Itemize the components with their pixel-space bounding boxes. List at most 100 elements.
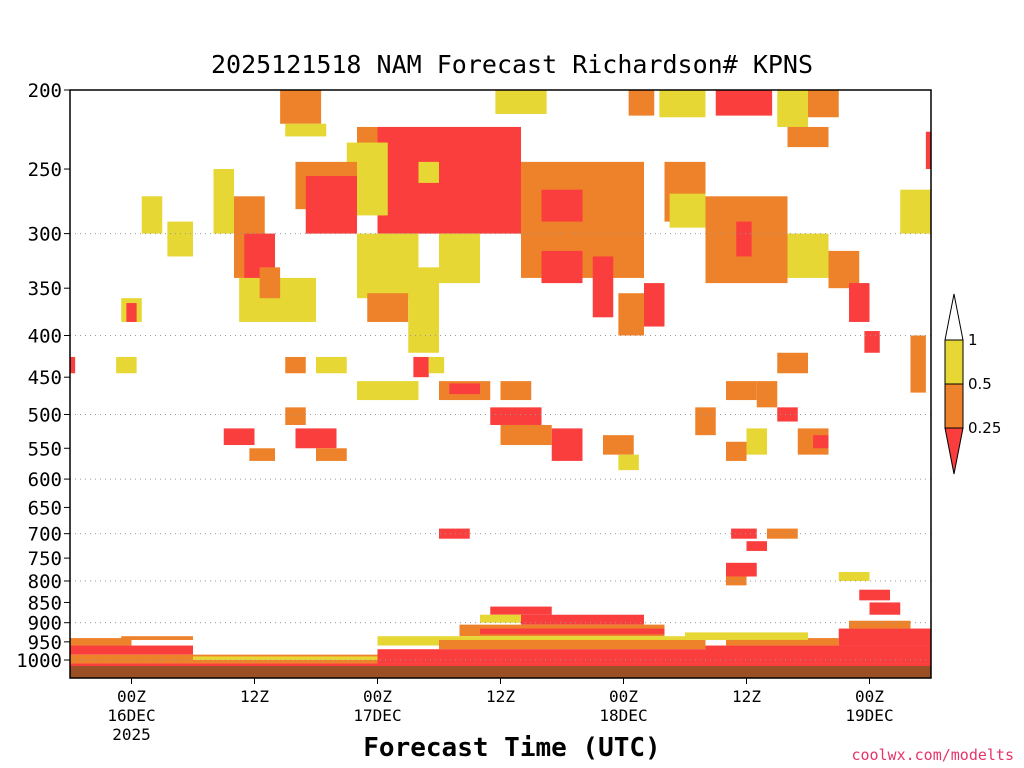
ri-cell-red [705,645,931,664]
credit-link[interactable]: coolwx.com/modelts [851,746,1014,764]
ri-cell-orange [618,293,644,336]
ri-cell-yellow [746,428,767,455]
ri-cell-red [551,428,583,461]
ri-cell-red [126,303,137,322]
legend-bin-yellow [944,339,964,385]
x-tick-label: 00Z [117,687,146,706]
ri-cell-red [736,221,752,257]
ri-cell-red [295,428,337,449]
ri-cell-yellow [495,90,547,114]
ri-cell-red [305,176,357,234]
y-tick-label: 350 [28,278,62,300]
ri-cell-orange [787,126,829,148]
ri-cell-red [592,256,614,318]
ri-cell-orange [500,381,532,401]
ri-cell-red [377,649,726,664]
x-axis-label: Forecast Time (UTC) [363,733,661,763]
legend-arrow-top [944,293,964,341]
ri-cell-red [715,90,773,116]
ri-cell-red [70,663,931,666]
ri-cell-red [849,283,870,322]
ground-surface [70,666,931,678]
ri-cell-orange [259,267,281,299]
ri-cell-yellow [428,356,445,374]
ri-cell-yellow [618,454,639,471]
ri-cell-yellow [193,656,378,660]
ri-cell-yellow [418,161,439,183]
ri-cell-yellow [669,193,706,228]
ri-cell-yellow [900,189,931,234]
x-tick-label: 00Z [609,687,638,706]
ri-cell-orange [726,638,839,646]
ri-cell-red [644,283,665,327]
ri-cell-orange [439,639,706,650]
x-tick-label: 00Z [363,687,392,706]
ri-cell-yellow [285,123,327,137]
ri-cell-red [541,189,583,222]
x-tick-date: 17DEC [353,706,401,725]
ri-cell-red [439,528,470,539]
ri-cell-red [541,250,583,284]
y-tick-label: 550 [28,438,62,460]
ri-cell-yellow [167,221,193,257]
ri-cell-orange [849,620,911,629]
ri-cell-orange [280,90,322,124]
ri-cell-orange [726,381,757,401]
x-tick-label: 12Z [486,687,515,706]
ri-cell-orange [726,441,747,461]
ri-cell-red [726,562,757,577]
ri-cell-yellow [659,90,706,118]
ri-cell-yellow [116,356,137,374]
ri-cell-orange [628,90,655,116]
ri-cell-orange [808,90,839,118]
ri-cell-orange [767,528,798,539]
x-tick-date: 19DEC [845,706,893,725]
ri-cell-orange [756,381,778,408]
ri-cell-orange [367,293,409,322]
ri-cell-orange [316,448,347,461]
ri-cell-red [925,131,931,170]
ri-cell-red [413,356,429,378]
ri-cell-yellow [439,233,480,284]
ri-cell-orange [285,407,306,425]
legend-level-label: 0.25 [968,419,1001,437]
ri-cell-red [746,541,767,551]
ri-cell-orange [500,424,552,446]
ri-cell-red [859,589,890,601]
ri-cell-orange [285,356,306,374]
y-tick-label: 450 [28,367,62,389]
ri-cell-red [490,407,542,425]
ri-cell-red [521,614,644,625]
x-tick-label: 00Z [855,687,884,706]
ri-cell-red [813,435,829,449]
ri-cell-yellow [357,381,419,401]
ri-cell-red [377,126,521,234]
y-tick-label: 650 [28,497,62,519]
ri-cell-yellow [316,356,347,374]
y-tick-label: 900 [28,613,62,635]
ri-cell-orange [695,407,716,436]
x-tick-date: 16DEC [107,706,155,725]
ri-cell-orange [249,448,275,461]
legend-level-label: 1 [968,331,978,349]
ri-cell-yellow [408,267,439,353]
y-tick-label: 250 [28,159,62,181]
x-tick-date: 18DEC [599,706,647,725]
ri-cell-red [838,628,931,646]
legend-arrow-bottom [944,427,964,475]
chart-title: 2025121518 NAM Forecast Richardson# KPNS [210,50,814,79]
ri-cell-yellow [838,572,870,581]
y-tick-label: 200 [28,80,62,102]
ri-cell-orange [828,250,860,289]
ri-cell-yellow [213,169,234,234]
ri-cell-red [449,383,480,395]
ri-cell-red [223,428,255,446]
ri-cell-red [490,606,552,615]
ri-cell-yellow [777,90,808,127]
x-tick-label: 12Z [732,687,761,706]
y-tick-label: 750 [28,548,62,570]
ri-cell-orange [70,638,132,646]
y-tick-label: 950 [28,632,62,654]
ri-cell-orange [910,335,926,393]
ri-cell-orange [603,435,634,455]
